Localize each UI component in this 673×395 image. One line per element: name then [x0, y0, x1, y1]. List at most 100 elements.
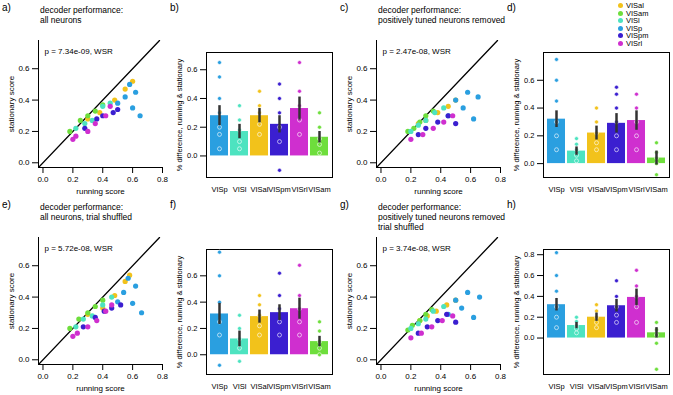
- svg-text:% difference, running & statio: % difference, running & stationary: [175, 59, 184, 172]
- svg-text:stationary score: stationary score: [345, 75, 354, 132]
- svg-text:p = 5.72e-08, WSR: p = 5.72e-08, WSR: [45, 244, 113, 253]
- svg-text:0.6: 0.6: [356, 64, 368, 73]
- svg-text:0.2: 0.2: [67, 372, 79, 381]
- svg-text:0.0: 0.0: [37, 372, 49, 381]
- svg-text:0.6: 0.6: [465, 372, 477, 381]
- svg-text:0.4: 0.4: [524, 292, 534, 301]
- svg-text:0.8: 0.8: [157, 372, 169, 381]
- svg-text:0.0: 0.0: [18, 158, 30, 167]
- svg-text:0.4: 0.4: [187, 94, 197, 103]
- svg-text:0.2: 0.2: [187, 123, 197, 132]
- svg-text:0.0: 0.0: [18, 355, 30, 364]
- svg-text:VISam: VISam: [308, 185, 331, 194]
- svg-text:p = 7.34e-09, WSR: p = 7.34e-09, WSR: [45, 47, 113, 56]
- svg-text:0.6: 0.6: [18, 64, 30, 73]
- svg-text:0.4: 0.4: [97, 372, 109, 381]
- svg-text:p = 3.74e-08, WSR: p = 3.74e-08, WSR: [383, 244, 451, 253]
- svg-text:0.2: 0.2: [67, 175, 79, 184]
- html-text:decoder performance: all neuro: decoder performance: all neurons: [40, 5, 124, 25]
- svg-text:VISp: VISp: [548, 185, 564, 194]
- svg-text:VISal: VISal: [588, 185, 606, 194]
- svg-text:0.8: 0.8: [157, 175, 169, 184]
- svg-text:VISp: VISp: [548, 382, 564, 391]
- html-text:VISrl: VISrl: [626, 38, 643, 48]
- svg-text:0.6: 0.6: [524, 76, 534, 85]
- svg-text:VISl: VISl: [570, 185, 584, 194]
- svg-text:0.0: 0.0: [375, 372, 387, 381]
- html-text:decoder performance: positivel: decoder performance: positively tuned ne…: [378, 5, 506, 25]
- svg-text:0.4: 0.4: [18, 96, 30, 105]
- svg-text:VISrl: VISrl: [628, 382, 645, 391]
- svg-text:0.0: 0.0: [187, 350, 197, 359]
- svg-text:VISam: VISam: [645, 185, 668, 194]
- svg-text:0.4: 0.4: [524, 103, 534, 112]
- svg-text:0.6: 0.6: [524, 271, 534, 280]
- svg-text:0.0: 0.0: [356, 355, 368, 364]
- svg-text:0.2: 0.2: [18, 324, 30, 333]
- svg-text:% difference, running & statio: % difference, running & stationary: [512, 256, 521, 369]
- svg-text:VISpm: VISpm: [268, 185, 291, 194]
- svg-text:VISp: VISp: [211, 185, 227, 194]
- html-text:VISp: VISp: [626, 23, 643, 33]
- svg-text:VISl: VISl: [233, 185, 247, 194]
- html-text:decoder performance: positivel: decoder performance: positively tuned ne…: [378, 202, 506, 232]
- svg-text:VISrl: VISrl: [291, 185, 308, 194]
- svg-text:running score: running score: [414, 384, 463, 393]
- svg-text:VISal: VISal: [251, 382, 269, 391]
- svg-text:0.8: 0.8: [495, 372, 507, 381]
- svg-text:0.0: 0.0: [524, 333, 534, 342]
- svg-text:0.6: 0.6: [127, 175, 139, 184]
- svg-text:VISp: VISp: [211, 382, 227, 391]
- svg-text:0.4: 0.4: [187, 298, 197, 307]
- svg-text:VISam: VISam: [645, 382, 668, 391]
- svg-text:VISrl: VISrl: [628, 185, 645, 194]
- svg-text:VISl: VISl: [233, 382, 247, 391]
- svg-text:0.4: 0.4: [435, 175, 447, 184]
- svg-text:0.2: 0.2: [356, 127, 368, 136]
- svg-text:0.2: 0.2: [18, 127, 30, 136]
- svg-text:0.6: 0.6: [187, 271, 197, 280]
- svg-text:0.8: 0.8: [524, 250, 534, 259]
- svg-text:0.6: 0.6: [18, 261, 30, 270]
- svg-text:0.0: 0.0: [356, 158, 368, 167]
- svg-text:VISpm: VISpm: [605, 382, 628, 391]
- svg-text:0.2: 0.2: [405, 175, 417, 184]
- svg-text:running score: running score: [76, 187, 125, 196]
- svg-text:0.4: 0.4: [356, 293, 368, 302]
- svg-text:0.4: 0.4: [435, 372, 447, 381]
- html-text:decoder performance: all neuro: decoder performance: all neurons, trial …: [40, 202, 132, 222]
- svg-text:0.2: 0.2: [187, 324, 197, 333]
- svg-text:0.2: 0.2: [524, 131, 534, 140]
- svg-text:0.2: 0.2: [405, 372, 417, 381]
- svg-text:VISal: VISal: [588, 382, 606, 391]
- svg-text:0.6: 0.6: [465, 175, 477, 184]
- svg-text:0.2: 0.2: [356, 324, 368, 333]
- svg-text:VISrl: VISrl: [291, 382, 308, 391]
- svg-text:0.2: 0.2: [524, 313, 534, 322]
- svg-text:VISpm: VISpm: [268, 382, 291, 391]
- svg-text:% difference, running & statio: % difference, running & stationary: [175, 256, 184, 369]
- svg-text:running score: running score: [76, 384, 125, 393]
- svg-text:0.6: 0.6: [356, 261, 368, 270]
- svg-text:0.4: 0.4: [356, 96, 368, 105]
- svg-text:VISpm: VISpm: [605, 185, 628, 194]
- svg-text:stationary score: stationary score: [7, 272, 16, 329]
- svg-text:0.4: 0.4: [97, 175, 109, 184]
- svg-text:running score: running score: [414, 187, 463, 196]
- svg-text:VISal: VISal: [251, 185, 269, 194]
- svg-text:stationary score: stationary score: [345, 272, 354, 329]
- svg-text:0.0: 0.0: [375, 175, 387, 184]
- svg-text:0.6: 0.6: [127, 372, 139, 381]
- svg-text:0.0: 0.0: [524, 159, 534, 168]
- svg-text:% difference, running & statio: % difference, running & stationary: [512, 59, 521, 172]
- svg-text:0.0: 0.0: [37, 175, 49, 184]
- svg-text:VISam: VISam: [308, 382, 331, 391]
- svg-text:0.8: 0.8: [495, 175, 507, 184]
- svg-text:0.6: 0.6: [187, 65, 197, 74]
- svg-text:0.0: 0.0: [187, 151, 197, 160]
- svg-text:p = 2.47e-08, WSR: p = 2.47e-08, WSR: [383, 47, 451, 56]
- html-text:VISam: VISam: [626, 8, 649, 18]
- svg-text:0.4: 0.4: [18, 293, 30, 302]
- svg-text:stationary score: stationary score: [7, 75, 16, 132]
- svg-text:VISl: VISl: [570, 382, 584, 391]
